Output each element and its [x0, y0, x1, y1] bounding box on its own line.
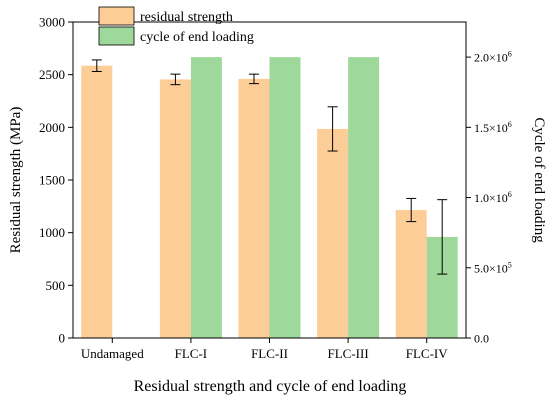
error-bar-cycle-of-end-loading-flc-iv: [437, 199, 448, 275]
error-bar-residual-strength-flc-i: [170, 73, 181, 86]
legend-label-residual-strength: residual strength: [140, 10, 233, 25]
y-axis-label: Residual strength (MPa): [8, 107, 24, 254]
y2-tick-label: 0.0: [474, 332, 489, 346]
y-tick-label: 3000: [39, 15, 65, 30]
error-bar-residual-strength-flc-iv: [406, 197, 417, 223]
left-axis-ticks: [68, 21, 73, 339]
error-bar-residual-strength-flc-ii: [249, 73, 259, 85]
error-bar-residual-strength-undamaged: [91, 59, 102, 73]
x-tick-label: FLC-IV: [406, 346, 449, 361]
y-tick-label: 2000: [39, 120, 65, 135]
bar-residual-strength-flc-ii: [238, 78, 270, 338]
x-axis-label: Residual strength and cycle of end loadi…: [134, 378, 407, 395]
error-bars-layer: [91, 59, 448, 275]
legend-swatch-residual-strength: [98, 6, 135, 26]
bar-cycle-of-end-loading-flc-ii: [269, 57, 301, 338]
left-axis-tick-labels: 0 500 1000 1500 2000 2500 3000: [39, 15, 65, 346]
x-axis-ticks: [111, 338, 428, 343]
bars-layer: [81, 57, 458, 339]
y-tick-label: 500: [46, 278, 66, 293]
y-tick-label: 0: [59, 331, 66, 346]
x-tick-label: FLC-I: [175, 346, 208, 361]
y-tick-label: 1500: [39, 173, 65, 188]
legend-swatch-cycle-of-end-loading: [98, 26, 135, 46]
error-bar-residual-strength-flc-iii: [327, 106, 338, 152]
bar-residual-strength-flc-iii: [317, 128, 349, 338]
y2-tick-label: 1.0×106: [474, 190, 512, 205]
right-axis-ticks: [466, 56, 471, 339]
bar-cycle-of-end-loading-flc-iii: [348, 57, 380, 338]
y-tick-label: 2500: [39, 67, 65, 82]
bar-cycle-of-end-loading-flc-i: [190, 57, 222, 338]
legend: residual strength cycle of end loading: [98, 6, 254, 46]
legend-label-cycle-of-end-loading: cycle of end loading: [140, 30, 254, 45]
x-tick-label: Undamaged: [81, 346, 144, 361]
x-tick-label: FLC-II: [251, 346, 288, 361]
bar-residual-strength-flc-iv: [395, 210, 427, 338]
x-axis-tick-labels: Undamaged FLC-I FLC-II FLC-III FLC-IV: [81, 346, 448, 361]
bar-residual-strength-flc-i: [159, 79, 191, 338]
y2-tick-label: 1.5×106: [474, 120, 512, 135]
x-tick-label: FLC-III: [328, 346, 369, 361]
bar-residual-strength-undamaged: [81, 65, 113, 339]
right-axis-tick-labels: 0.0 5.0×105 1.0×106 1.5×106 2.0×106: [474, 50, 512, 346]
y2-tick-label: 2.0×106: [474, 50, 512, 65]
y2-axis-label: Cycle of end loading: [531, 117, 547, 243]
y-tick-label: 1000: [39, 225, 65, 240]
y2-tick-label: 5.0×105: [474, 260, 512, 275]
